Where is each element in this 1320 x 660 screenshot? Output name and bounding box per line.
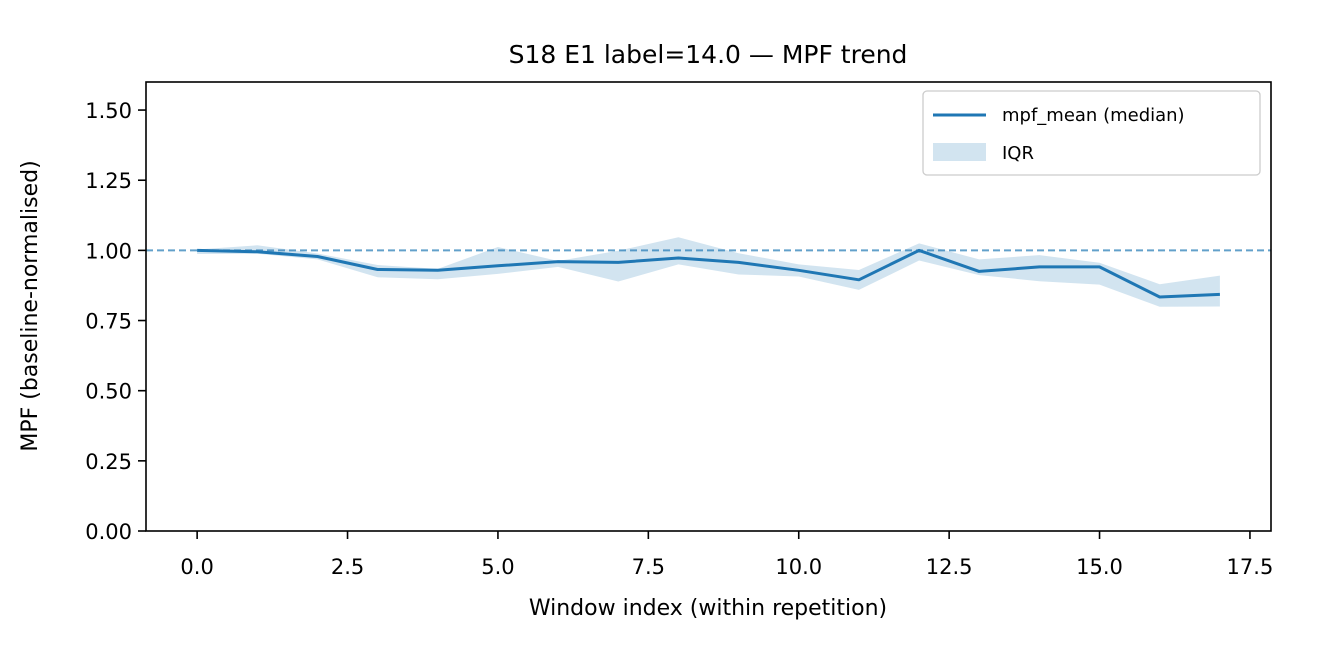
data-point-13 — [976, 268, 982, 274]
axes-frame — [145, 81, 1272, 532]
plot-area — [146, 237, 1271, 307]
y-tick-label: 1.25 — [85, 169, 132, 193]
data-point-14 — [1036, 264, 1042, 270]
y-tick-label: 0.00 — [85, 520, 132, 544]
legend: mpf_mean (median) IQR — [922, 90, 1261, 176]
y-tick-label: 1.50 — [85, 99, 132, 123]
x-tick-label: 5.0 — [481, 555, 514, 579]
data-point-0 — [194, 247, 200, 253]
data-point-15 — [1097, 264, 1103, 270]
data-point-3 — [375, 266, 381, 272]
data-point-8 — [675, 255, 681, 261]
y-tick-label: 0.25 — [85, 450, 132, 474]
data-point-17 — [1217, 291, 1223, 297]
x-axis-label: Window index (within repetition) — [529, 596, 887, 621]
legend-label-median: mpf_mean (median) — [1002, 105, 1185, 126]
x-tick-label: 0.0 — [180, 555, 213, 579]
legend-label-iqr: IQR — [1002, 143, 1034, 164]
y-tick-label: 0.75 — [85, 310, 132, 334]
data-point-9 — [736, 259, 742, 265]
data-point-10 — [796, 267, 802, 273]
y-tick-label: 0.50 — [85, 380, 132, 404]
legend-band-swatch — [933, 143, 986, 161]
x-tick-label: 10.0 — [775, 555, 822, 579]
y-axis-label: MPF (baseline-normalised) — [18, 160, 43, 451]
x-tick-label: 15.0 — [1076, 555, 1123, 579]
data-point-5 — [495, 263, 501, 269]
legend-box — [922, 90, 1261, 176]
x-tick-label: 7.5 — [632, 555, 665, 579]
data-point-16 — [1157, 294, 1163, 300]
x-tick-label: 2.5 — [331, 555, 364, 579]
data-point-6 — [555, 259, 561, 265]
data-point-2 — [314, 254, 320, 260]
x-tick-label: 12.5 — [926, 555, 973, 579]
data-point-11 — [856, 277, 862, 283]
x-tick-label: 17.5 — [1227, 555, 1274, 579]
data-point-1 — [254, 249, 260, 255]
chart-title: S18 E1 label=14.0 — MPF trend — [509, 40, 908, 69]
data-point-7 — [615, 259, 621, 265]
y-tick-label: 1.00 — [85, 239, 132, 263]
data-point-12 — [916, 247, 922, 253]
data-point-4 — [435, 267, 441, 273]
median-line — [197, 248, 1220, 299]
iqr-band — [197, 237, 1220, 307]
